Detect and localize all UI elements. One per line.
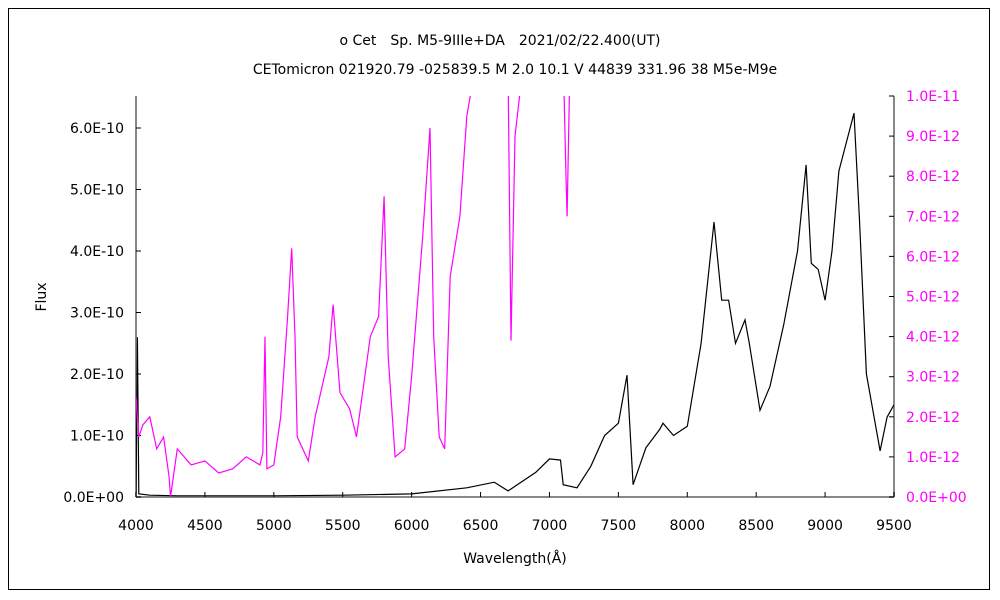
y-left-tick-label: 5.0E-10: [70, 183, 124, 199]
y-right-tick-label: 6.0E-12: [906, 249, 960, 265]
series-line-flux-right-axis: [136, 96, 570, 497]
chart-title: ο Cet Sp. M5-9IIIe+DA 2021/02/22.400(UT): [340, 33, 661, 49]
y-right-tick-label: 7.0E-12: [906, 209, 960, 225]
y-right-tick-label: 1.0E-12: [906, 450, 960, 466]
x-tick-label: 6000: [394, 518, 430, 534]
y-right-tick-label: 0.0E+00: [906, 490, 967, 506]
y-right-tick-label: 1.0E-11: [906, 89, 960, 105]
y-right-tick-label: 8.0E-12: [906, 169, 960, 185]
y-right-tick-label: 9.0E-12: [906, 129, 960, 145]
x-tick-label: 4000: [118, 518, 154, 534]
y-right-tick-label: 4.0E-12: [906, 330, 960, 346]
y-left-tick-label: 6.0E-10: [70, 121, 124, 137]
y-left-tick-label: 0.0E+00: [63, 490, 124, 506]
y-right-tick-label: 2.0E-12: [906, 410, 960, 426]
x-tick-label: 7000: [532, 518, 568, 534]
x-tick-label: 5500: [325, 518, 361, 534]
y-right-tick-label: 3.0E-12: [906, 370, 960, 386]
x-tick-label: 6500: [463, 518, 499, 534]
y-left-tick-label: 3.0E-10: [70, 306, 124, 322]
y-right-tick-label: 5.0E-12: [906, 290, 960, 306]
y-left-tick-label: 4.0E-10: [70, 244, 124, 260]
series-line-flux-left-axis: [136, 113, 894, 497]
chart-frame: [8, 8, 990, 590]
chart-subtitle: CETomicron 021920.79 -025839.5 M 2.0 10.…: [253, 62, 777, 78]
x-tick-label: 8000: [669, 518, 705, 534]
x-tick-label: 5000: [256, 518, 292, 534]
x-tick-label: 9000: [807, 518, 843, 534]
y-left-tick-label: 1.0E-10: [70, 429, 124, 445]
x-axis-label: Wavelength(Å): [463, 550, 567, 567]
y-left-tick-label: 2.0E-10: [70, 367, 124, 383]
x-tick-label: 7500: [601, 518, 637, 534]
x-tick-label: 4500: [187, 518, 223, 534]
x-tick-label: 9500: [876, 518, 912, 534]
x-tick-label: 8500: [738, 518, 774, 534]
y-axis-label: Flux: [34, 282, 50, 311]
